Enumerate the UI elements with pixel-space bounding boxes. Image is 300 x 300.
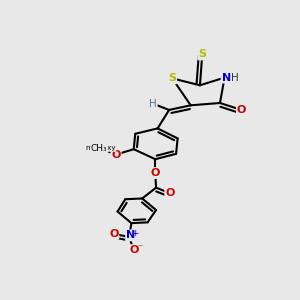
Text: O: O <box>165 188 175 198</box>
Text: S: S <box>198 50 206 59</box>
Text: O: O <box>109 229 118 239</box>
Text: CH₃: CH₃ <box>91 144 107 153</box>
Text: N: N <box>221 73 231 82</box>
Text: N: N <box>126 230 135 240</box>
Text: O: O <box>237 105 246 115</box>
Text: H: H <box>232 73 239 82</box>
Text: O: O <box>129 245 138 255</box>
Text: H: H <box>149 99 157 109</box>
Text: methoxy: methoxy <box>85 146 116 152</box>
Text: O: O <box>151 168 160 178</box>
Text: O: O <box>111 150 121 160</box>
Text: +: + <box>131 229 139 238</box>
Text: S: S <box>168 73 176 83</box>
Text: ⁻: ⁻ <box>137 243 142 253</box>
